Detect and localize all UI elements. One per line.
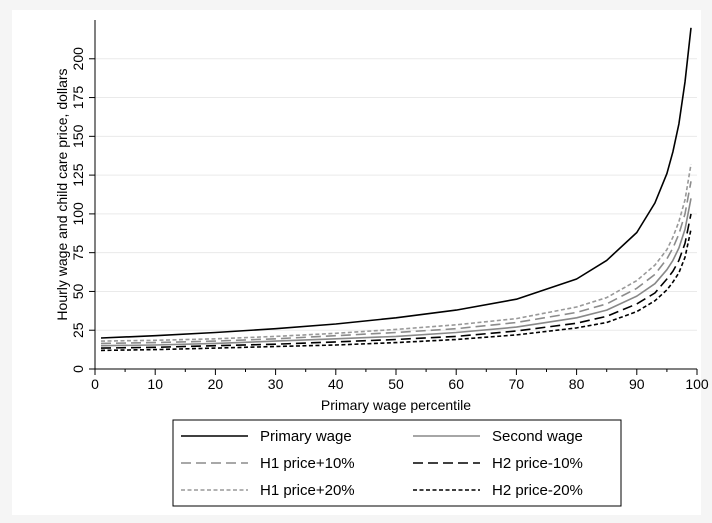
y-tick-label-125: 125	[70, 163, 86, 187]
legend-label-2: Second wage	[492, 428, 583, 445]
x-tick-label-90: 90	[629, 376, 645, 392]
axes: 0 25 50 75 100 125 150 175 200 0 10 20 30 40 50 60 70 80 9…	[70, 20, 709, 392]
x-tick-label-50: 50	[388, 376, 404, 392]
y-tick-label-200: 200	[70, 47, 86, 71]
y-tick-label-75: 75	[70, 245, 86, 261]
y-tick-label-150: 150	[70, 124, 86, 148]
x-tick-label-0: 0	[91, 376, 99, 392]
series-line-5	[100, 164, 692, 342]
y-tick-label-50: 50	[70, 283, 86, 299]
x-tick-label-100: 100	[685, 376, 709, 392]
x-tick-label-80: 80	[569, 376, 585, 392]
legend-label-6: H2 price-20%	[492, 482, 583, 499]
series-line-1	[100, 27, 692, 339]
gridlines	[95, 58, 697, 331]
series-line-6	[100, 229, 692, 352]
series-line-4	[100, 213, 692, 349]
y-axis-label: Hourly wage and child care price, dollar…	[54, 68, 70, 320]
legend-label-4: H2 price-10%	[492, 455, 583, 472]
legend: Primary wage Second wage H1 price+10% H2 pr…	[172, 419, 622, 507]
x-tick-label-10: 10	[147, 376, 163, 392]
series-group	[100, 27, 692, 352]
x-tick-label-20: 20	[208, 376, 224, 392]
y-tick-label-175: 175	[70, 86, 86, 110]
legend-label-3: H1 price+10%	[260, 455, 355, 472]
series-line-2	[100, 198, 692, 347]
legend-label-5: H1 price+20%	[260, 482, 355, 499]
series-line-3	[100, 181, 692, 345]
x-tick-label-30: 30	[268, 376, 284, 392]
x-tick-label-70: 70	[509, 376, 525, 392]
y-tick-label-0: 0	[70, 365, 86, 373]
x-tick-label-40: 40	[328, 376, 344, 392]
y-tick-label-25: 25	[70, 322, 86, 338]
y-tick-label-100: 100	[70, 202, 86, 226]
legend-label-1: Primary wage	[260, 428, 352, 445]
x-tick-label-60: 60	[448, 376, 464, 392]
x-axis-label: Primary wage percentile	[321, 397, 471, 413]
